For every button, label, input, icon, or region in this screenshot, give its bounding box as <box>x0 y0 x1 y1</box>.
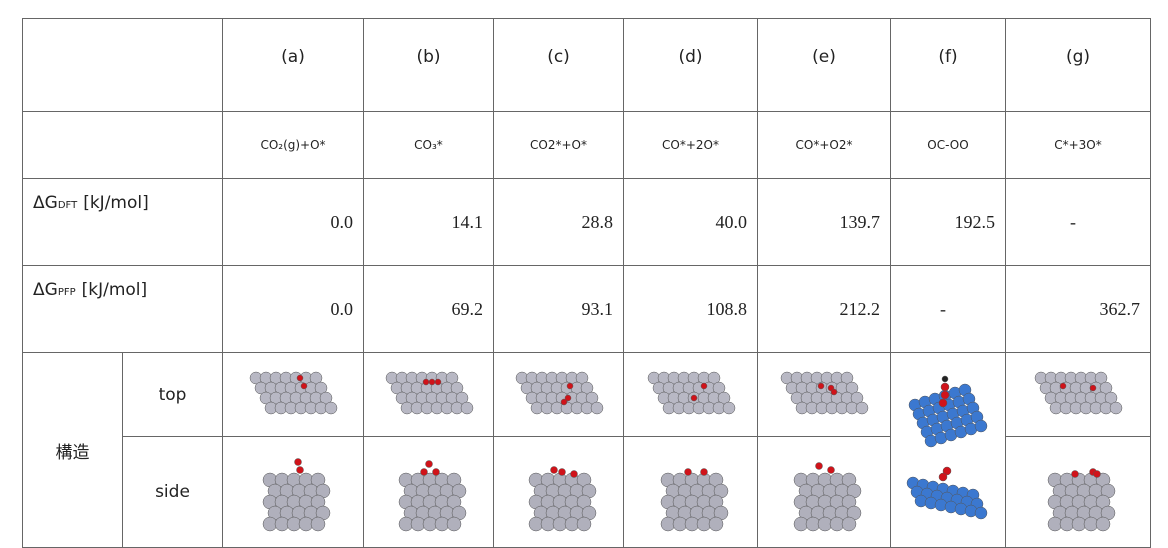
species-cell: CO*+O2* <box>757 111 891 179</box>
table-row: 構造 top <box>22 352 1151 548</box>
species-cell: CO2*+O* <box>493 111 624 179</box>
structure-cell <box>1005 436 1151 548</box>
table-row: side <box>23 436 1151 548</box>
structure-image <box>660 468 728 532</box>
label-symbol: ΔG <box>33 193 58 213</box>
value-cell: 93.1 <box>493 265 624 353</box>
value-cell: - <box>890 265 1006 353</box>
column-header: (c) <box>493 18 624 112</box>
value-cell: 212.2 <box>757 265 891 353</box>
structure-cell <box>890 352 1006 548</box>
column-header: (g) <box>1005 18 1151 112</box>
structure-cell <box>363 436 494 548</box>
structure-image <box>647 371 735 414</box>
structure-image <box>249 371 338 414</box>
column-header: (d) <box>623 18 758 112</box>
structure-cell <box>363 352 494 437</box>
value-cell: 108.8 <box>623 265 758 353</box>
column-header: (b) <box>363 18 494 112</box>
label-unit: [kJ/mol] <box>83 193 149 213</box>
species-cell: C*+3O* <box>1005 111 1151 179</box>
table-row: ΔGDFT [kJ/mol] 0.0 14.1 28.8 40.0 139.7 192.5- <box>22 178 1151 266</box>
structure-image <box>780 371 869 414</box>
value-cell: 139.7 <box>757 178 891 266</box>
structure-image <box>906 375 988 520</box>
table-row: ΔGPFP [kJ/mol] 0.0 69.2 93.1 108.8 212.2-362.7 <box>22 265 1151 353</box>
structure-image <box>793 462 862 532</box>
value-cell: 14.1 <box>363 178 494 266</box>
value-cell: 69.2 <box>363 265 494 353</box>
structure-image <box>528 466 596 532</box>
structure-cell <box>493 436 624 548</box>
row-label: ΔGDFT [kJ/mol] <box>22 178 223 266</box>
structure-image <box>262 458 331 532</box>
structure-cell <box>222 436 364 548</box>
structure-image <box>1034 371 1123 414</box>
row-label: ΔGPFP [kJ/mol] <box>22 265 223 353</box>
structure-image <box>515 371 603 414</box>
species-cell: OC-OO <box>890 111 1006 179</box>
value-cell: 28.8 <box>493 178 624 266</box>
empty-cell <box>22 18 223 112</box>
structure-cell <box>623 352 758 437</box>
empty-cell <box>22 111 223 179</box>
value-cell: 362.7 <box>1005 265 1151 353</box>
structure-cell <box>757 436 891 548</box>
column-header: (a) <box>222 18 364 112</box>
structure-cell <box>623 436 758 548</box>
structure-cell <box>757 352 891 437</box>
table-row: (a) (b) (c) (d) (e) (f) (g) <box>22 18 1151 112</box>
value-cell: - <box>1005 178 1151 266</box>
page: (a) (b) (c) (d) (e) (f) (g) CO₂(g)+O* CO₃* CO2*+O… <box>22 18 1151 548</box>
structure-cell <box>1005 352 1151 437</box>
view-label: top <box>122 352 223 437</box>
value-cell: 0.0 <box>222 265 364 353</box>
structure-image <box>1047 468 1116 532</box>
species-cell: CO₃* <box>363 111 494 179</box>
structure-image <box>385 371 473 414</box>
label-symbol: ΔG <box>33 280 58 300</box>
structure-cell <box>493 352 624 437</box>
structure-image <box>398 460 466 532</box>
label-subscript: DFT <box>57 200 78 211</box>
structure-label: 構造 <box>22 352 123 548</box>
view-label: side <box>122 436 223 548</box>
label-unit: [kJ/mol] <box>81 280 148 300</box>
energy-table: (a) (b) (c) (d) (e) (f) (g) CO₂(g)+O* CO₃* CO2*+O… <box>22 18 1151 548</box>
species-cell: CO₂(g)+O* <box>222 111 364 179</box>
value-cell: 40.0 <box>623 178 758 266</box>
label-subscript: PFP <box>57 287 76 298</box>
column-header: (f) <box>890 18 1006 112</box>
species-cell: CO*+2O* <box>623 111 758 179</box>
structure-cell <box>222 352 364 437</box>
table-row: CO₂(g)+O* CO₃* CO2*+O* CO*+2O* CO*+O2* OC-OO C… <box>22 111 1151 179</box>
value-cell: 192.5 <box>890 178 1006 266</box>
column-header: (e) <box>757 18 891 112</box>
value-cell: 0.0 <box>222 178 364 266</box>
